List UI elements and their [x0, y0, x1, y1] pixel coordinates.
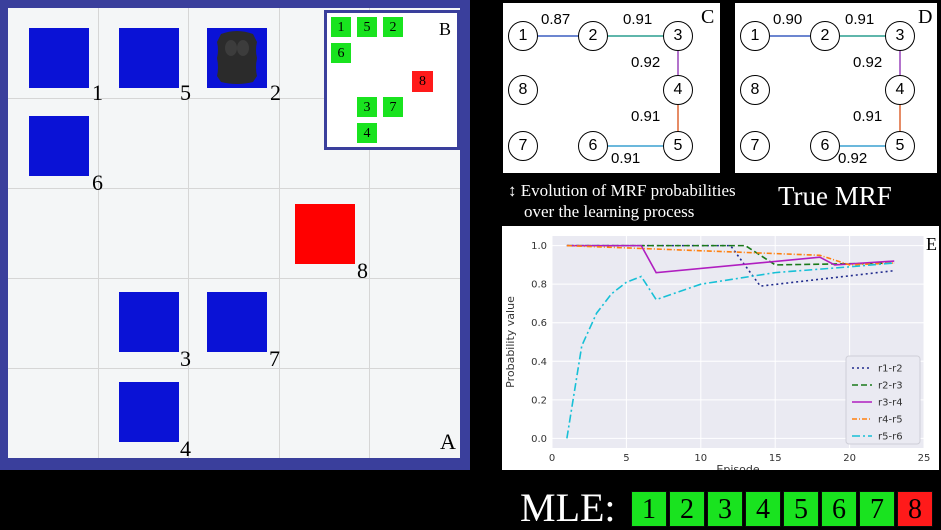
- target-label-2: 2: [270, 80, 281, 105]
- mrf-d-edge-1-2: 0.90: [773, 11, 803, 28]
- mrf-d-node-8: 8: [740, 75, 770, 105]
- y-axis-label: Probability value: [504, 296, 517, 388]
- mini-cell-1: 1: [330, 16, 352, 38]
- y-tick-label: 0.0: [531, 434, 547, 445]
- y-tick-label: 0.2: [531, 395, 547, 406]
- series-line-r2-r3: [566, 244, 895, 266]
- mle-box-2: 2: [669, 491, 705, 527]
- y-tick-label: 1.0: [531, 241, 547, 252]
- probability-chart: 0 5 10 15 20 25 0.0 0.2 0.4 0.6 0.8 1.0 Episode Proba…: [504, 234, 937, 476]
- x-axis-label: Episode: [716, 463, 759, 470]
- evolution-caption-line2: over the learning process: [524, 202, 695, 221]
- panel-b-letter: B: [439, 19, 452, 39]
- x-tick-label: 10: [694, 453, 707, 464]
- wrong-square-8: [295, 204, 355, 264]
- series-line-r3-r4: [566, 244, 895, 274]
- evolution-caption: ↕ Evolution of MRF probabilities over th…: [508, 180, 736, 222]
- mrf-d-edge-4-5: 0.91: [853, 108, 883, 125]
- mrf-d-edge-3-4: 0.92: [853, 54, 883, 71]
- legend-label-r5-r6: r5-r6: [878, 432, 903, 443]
- target-square-6: [29, 116, 89, 176]
- series-line-r5-r6: [566, 262, 895, 439]
- mrf-c-node-5: 5: [663, 131, 693, 161]
- target-square-3: [119, 292, 179, 352]
- mrf-d-node-4: 4: [885, 75, 915, 105]
- x-tick-label: 15: [769, 453, 782, 464]
- panel-b: 1 5 2 6 8 3 7 4 B: [324, 10, 460, 150]
- evolution-caption-line1: ↕ Evolution of MRF probabilities: [508, 181, 736, 200]
- mle-label: MLE:: [520, 485, 616, 530]
- mini-cell-3: 3: [356, 96, 378, 118]
- mrf-d-edge-5-6: 0.92: [838, 150, 868, 167]
- mle-box-5: 5: [783, 491, 819, 527]
- mle-box-7: 7: [859, 491, 895, 527]
- mrf-c-node-4: 4: [663, 75, 693, 105]
- legend-label-r3-r4: r3-r4: [878, 398, 903, 409]
- y-tick-label: 0.8: [531, 280, 547, 291]
- true-mrf-caption: True MRF: [778, 181, 892, 211]
- mrf-d-node-7: 7: [740, 131, 770, 161]
- panel-d-mrf: 1 2 3 8 4 7 6 5 0.90 0.91 0.92 0.91 0.92…: [735, 3, 937, 173]
- mrf-c-edge-5-6: 0.91: [611, 150, 641, 167]
- panel-d-letter: D: [918, 6, 933, 28]
- mle-box-8: 8: [897, 491, 933, 527]
- mrf-c-node-2: 2: [578, 21, 608, 51]
- mle-box-6: 6: [821, 491, 857, 527]
- mrf-d-node-5: 5: [885, 131, 915, 161]
- mrf-c-node-3: 3: [663, 21, 693, 51]
- target-square-7: [207, 292, 267, 352]
- legend-label-r1-r2: r1-r2: [878, 364, 903, 375]
- mini-cell-4: 4: [356, 122, 378, 144]
- panel-c-letter: C: [701, 6, 715, 28]
- mle-box-3: 3: [707, 491, 743, 527]
- mini-cell-2: 2: [382, 16, 404, 38]
- target-label-4: 4: [180, 436, 191, 461]
- mini-cell-8: 8: [412, 71, 433, 92]
- target-label-1: 1: [92, 80, 103, 105]
- mle-box-4: 4: [745, 491, 781, 527]
- x-tick-label: 25: [918, 453, 931, 464]
- y-tick-label: 0.6: [531, 318, 547, 329]
- x-tick-label: 0: [549, 453, 555, 464]
- mini-cell-6: 6: [330, 42, 352, 64]
- y-tick-label: 0.4: [531, 357, 547, 368]
- robot-agent-icon: [217, 31, 257, 84]
- mrf-c-edge-4-5: 0.91: [631, 108, 661, 125]
- mrf-d-node-2: 2: [810, 21, 840, 51]
- mrf-c-edge-3-4: 0.92: [631, 54, 661, 71]
- x-tick-label: 20: [843, 453, 856, 464]
- target-label-8: 8: [357, 258, 368, 283]
- panel-c-mrf: 1 2 3 8 4 7 6 5 0.87 0.91 0.92 0.91 0.91…: [503, 3, 720, 173]
- legend-label-r2-r3: r2-r3: [878, 381, 903, 392]
- mrf-d-node-1: 1: [740, 21, 770, 51]
- mrf-c-node-8: 8: [508, 75, 538, 105]
- mini-cell-7: 7: [382, 96, 404, 118]
- target-label-7: 7: [269, 346, 280, 371]
- target-label-3: 3: [180, 346, 191, 371]
- mrf-d-edge-2-3: 0.91: [845, 11, 875, 28]
- mle-box-1: 1: [631, 491, 667, 527]
- panel-e-chart: 0 5 10 15 20 25 0.0 0.2 0.4 0.6 0.8 1.0 Episode Proba…: [502, 226, 939, 476]
- mini-grid: 1 5 2 6 8 3 7 4 B: [327, 13, 457, 147]
- mrf-d-node-6: 6: [810, 131, 840, 161]
- target-label-6: 6: [92, 170, 103, 195]
- panel-e-letter: E: [926, 234, 937, 254]
- mrf-d-node-3: 3: [885, 21, 915, 51]
- mini-cell-5: 5: [356, 16, 378, 38]
- x-tick-label: 5: [623, 453, 629, 464]
- mrf-c-edge-2-3: 0.91: [623, 11, 653, 28]
- mrf-c-node-6: 6: [578, 131, 608, 161]
- target-label-5: 5: [180, 80, 191, 105]
- target-square-1: [29, 28, 89, 88]
- legend-label-r4-r5: r4-r5: [878, 415, 903, 426]
- mrf-c-node-7: 7: [508, 131, 538, 161]
- legend-box: [845, 355, 921, 445]
- mrf-c-edge-1-2: 0.87: [541, 11, 571, 28]
- mrf-c-node-1: 1: [508, 21, 538, 51]
- target-square-4: [119, 382, 179, 442]
- target-square-5: [119, 28, 179, 88]
- panel-a-letter: A: [440, 429, 456, 454]
